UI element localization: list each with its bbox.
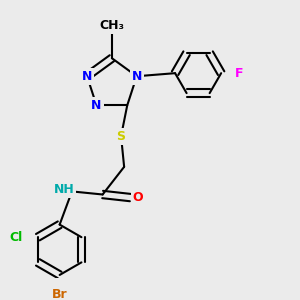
Text: S: S [117,130,126,142]
Text: Cl: Cl [10,231,23,244]
Text: NH: NH [54,183,75,196]
Text: CH₃: CH₃ [99,20,124,32]
Text: F: F [235,67,244,80]
Text: O: O [133,191,143,204]
Text: N: N [131,70,142,83]
Text: N: N [82,70,92,83]
Text: Br: Br [52,288,68,300]
Text: N: N [91,99,102,112]
